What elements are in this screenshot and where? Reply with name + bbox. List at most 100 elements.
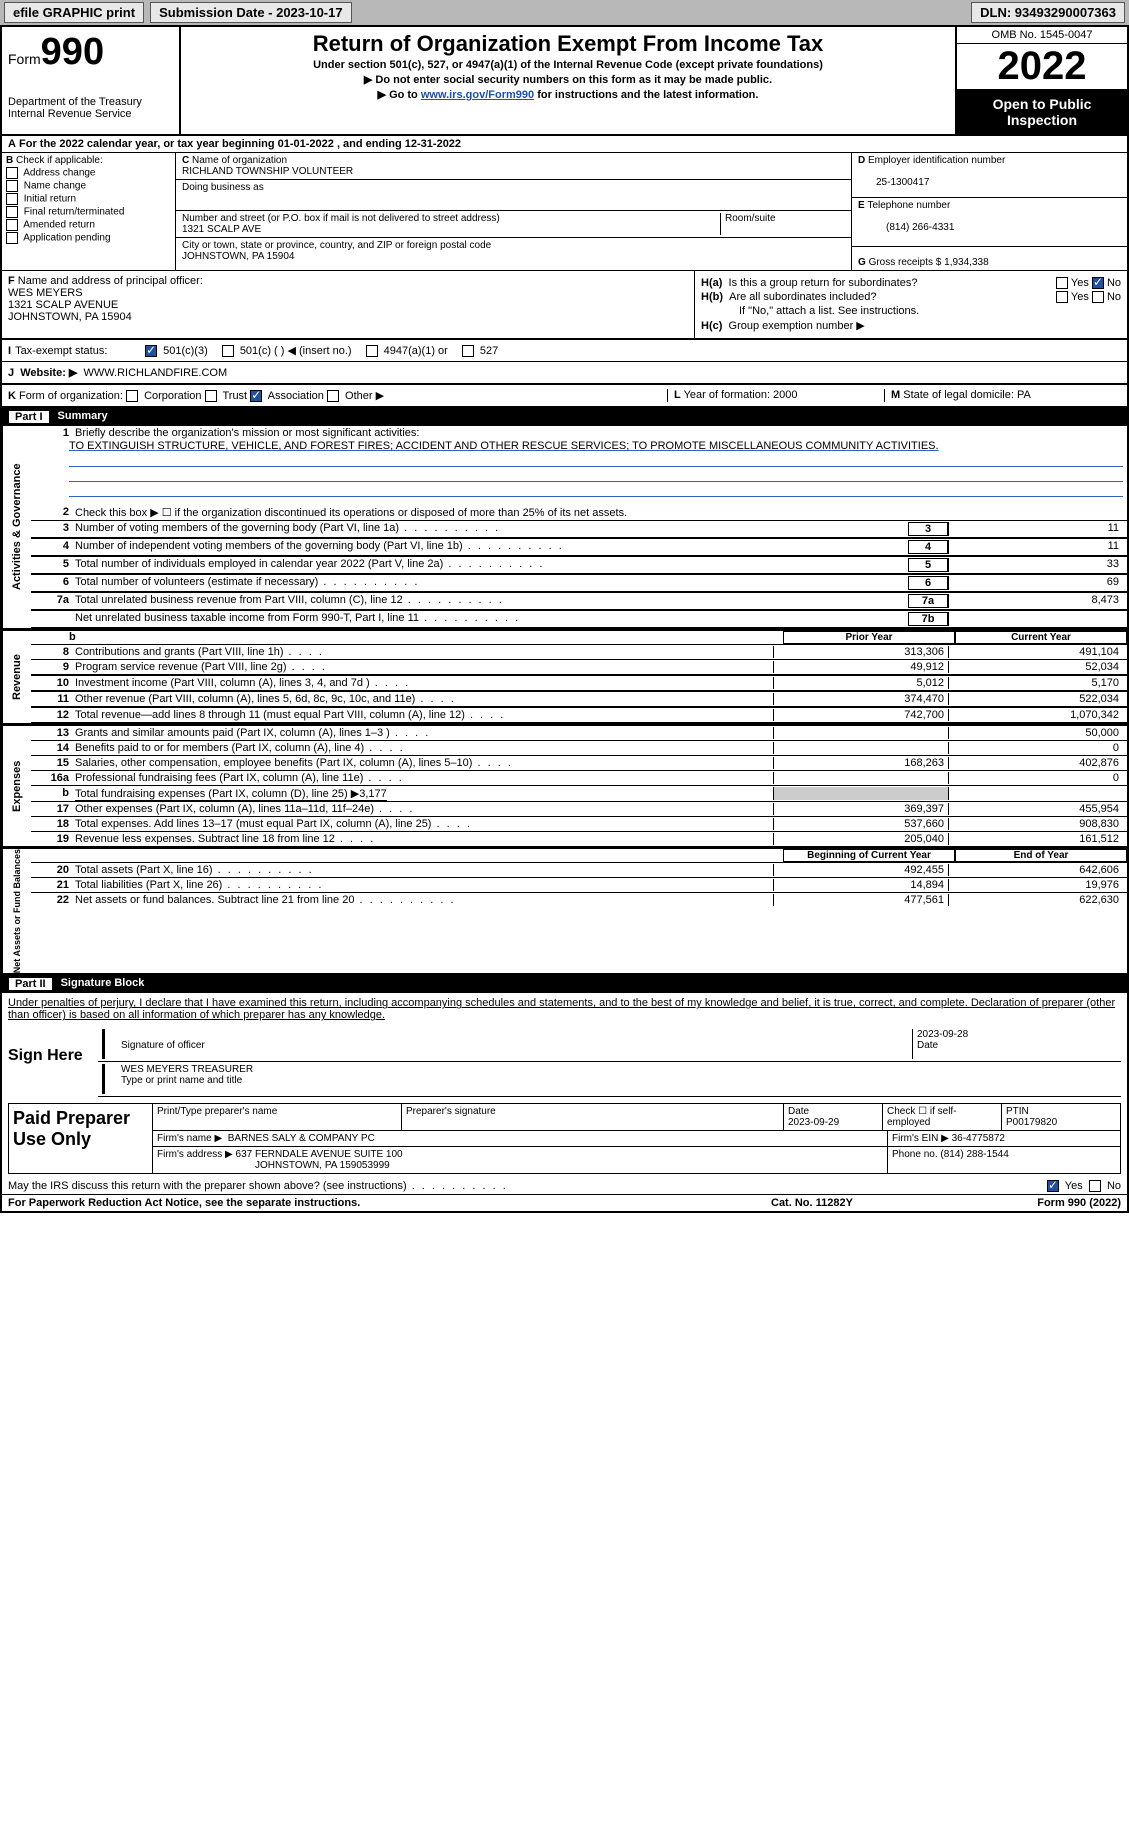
- check-b-item[interactable]: [6, 219, 18, 231]
- officer-addr2: JOHNSTOWN, PA 15904: [8, 311, 132, 323]
- block-b-checks: B Check if applicable: Address change Na…: [2, 153, 176, 270]
- hb-no-checkbox[interactable]: [1092, 291, 1104, 303]
- open-to-public: Open to Public Inspection: [957, 90, 1127, 134]
- city-label: City or town, state or province, country…: [182, 240, 491, 251]
- gov-line: Number of voting members of the governin…: [75, 522, 908, 536]
- line-num-box: 3: [908, 522, 948, 536]
- exp-curr: 455,954: [949, 803, 1123, 815]
- officer-addr1: 1321 SCALP AVENUE: [8, 299, 118, 311]
- 501c3-checkbox[interactable]: [145, 345, 157, 357]
- declaration: Under penalties of perjury, I declare th…: [8, 997, 1121, 1021]
- firm-phone: Phone no. (814) 288-1544: [888, 1147, 1120, 1173]
- irs-link[interactable]: www.irs.gov/Form990: [421, 89, 534, 101]
- subtitle-3: Go to www.irs.gov/Form990 for instructio…: [187, 88, 949, 101]
- gross-value: 1,934,338: [944, 257, 989, 268]
- website-label: Website: ▶: [20, 367, 77, 379]
- street-address: 1321 SCALP AVE: [182, 224, 261, 235]
- trust-checkbox[interactable]: [205, 390, 217, 402]
- exp-prior: 205,040: [773, 833, 949, 845]
- exp-prior: [773, 742, 949, 754]
- ha-yes-checkbox[interactable]: [1056, 277, 1068, 289]
- rev-prior: 49,912: [773, 661, 949, 673]
- paperwork-notice: For Paperwork Reduction Act Notice, see …: [8, 1197, 771, 1209]
- self-employed-check[interactable]: Check ☐ if self-employed: [883, 1104, 1002, 1130]
- gov-value: [948, 612, 1123, 626]
- form-title: Return of Organization Exempt From Incom…: [187, 31, 949, 57]
- part-2-header: Part IISignature Block: [2, 975, 1127, 993]
- other-checkbox[interactable]: [327, 390, 339, 402]
- part-1-header: Part ISummary: [2, 408, 1127, 426]
- form-990: Form990 Department of the Treasury Inter…: [0, 25, 1129, 1213]
- typed-name: WES MEYERS TREASURER: [121, 1064, 253, 1075]
- room-label: Room/suite: [725, 213, 776, 224]
- 501c-checkbox[interactable]: [222, 345, 234, 357]
- line-num-box: 7b: [908, 612, 948, 626]
- net-end: 642,606: [949, 864, 1123, 876]
- assoc-checkbox[interactable]: [250, 390, 262, 402]
- gov-tab: Activities & Governance: [2, 426, 31, 628]
- dba-label: Doing business as: [182, 182, 264, 193]
- firm-addr1: 637 FERNDALE AVENUE SUITE 100: [236, 1149, 403, 1160]
- net-end: 19,976: [949, 879, 1123, 891]
- check-b-item[interactable]: [6, 206, 18, 218]
- net-end: 622,630: [949, 894, 1123, 906]
- gross-label: Gross receipts $: [869, 257, 942, 268]
- 527-checkbox[interactable]: [462, 345, 474, 357]
- line-num-box: 7a: [908, 594, 948, 608]
- check-b-item[interactable]: [6, 232, 18, 244]
- rev-curr: 52,034: [949, 661, 1123, 673]
- rev-line: Other revenue (Part VIII, column (A), li…: [75, 693, 773, 705]
- net-line: Total assets (Part X, line 16): [75, 864, 773, 876]
- net-beg: 14,894: [773, 879, 949, 891]
- rev-curr: 491,104: [949, 646, 1123, 658]
- discuss-no-checkbox[interactable]: [1089, 1180, 1101, 1192]
- phone-value: (814) 266-4331: [858, 222, 954, 233]
- gov-line: Total number of volunteers (estimate if …: [75, 576, 908, 590]
- prep-sig-label: Preparer's signature: [402, 1104, 784, 1130]
- rev-prior: 374,470: [773, 693, 949, 705]
- irs-label: Internal Revenue Service: [8, 108, 173, 120]
- firm-addr2: JOHNSTOWN, PA 159053999: [157, 1160, 390, 1171]
- hc-text: Group exemption number ▶: [729, 320, 865, 332]
- check-b-item[interactable]: [6, 167, 18, 179]
- gov-value: 33: [948, 558, 1123, 572]
- firm-ein: Firm's EIN ▶ 36-4775872: [888, 1131, 1120, 1146]
- hb-yes-checkbox[interactable]: [1056, 291, 1068, 303]
- exp-line: Professional fundraising fees (Part IX, …: [75, 772, 773, 784]
- period-line-a: A For the 2022 calendar year, or tax yea…: [2, 136, 1127, 153]
- line-num-box: 4: [908, 540, 948, 554]
- net-line: Net assets or fund balances. Subtract li…: [75, 894, 773, 906]
- current-year-header: Current Year: [955, 631, 1127, 644]
- top-toolbar: efile GRAPHIC print Submission Date - 20…: [0, 0, 1129, 25]
- exp-curr: [949, 787, 1123, 800]
- rev-tab: Revenue: [2, 631, 31, 723]
- exp-prior: 369,397: [773, 803, 949, 815]
- state-domicile: State of legal domicile: PA: [903, 389, 1031, 401]
- discuss-yes-checkbox[interactable]: [1047, 1180, 1059, 1192]
- dln-label: DLN: 93493290007363: [971, 2, 1125, 23]
- tax-year: 2022: [957, 44, 1127, 90]
- net-beg: 492,455: [773, 864, 949, 876]
- gov-line: Total number of individuals employed in …: [75, 558, 908, 572]
- ptin: P00179820: [1006, 1117, 1057, 1128]
- exp-tab: Expenses: [2, 726, 31, 846]
- ha-text: Is this a group return for subordinates?: [729, 277, 918, 289]
- exp-curr: 402,876: [949, 757, 1123, 769]
- phone-label: Telephone number: [867, 200, 950, 211]
- addr-label: Number and street (or P.O. box if mail i…: [182, 213, 500, 224]
- exp-prior: 537,660: [773, 818, 949, 830]
- exp-prior: [773, 787, 949, 800]
- rev-line: Program service revenue (Part VIII, line…: [75, 661, 773, 673]
- check-b-item[interactable]: [6, 180, 18, 192]
- exp-curr: 50,000: [949, 727, 1123, 739]
- check-b-item[interactable]: [6, 193, 18, 205]
- ha-no-checkbox[interactable]: [1092, 277, 1104, 289]
- omb-number: OMB No. 1545-0047: [957, 27, 1127, 44]
- 4947-checkbox[interactable]: [366, 345, 378, 357]
- dept-treasury: Department of the Treasury: [8, 96, 173, 108]
- corp-checkbox[interactable]: [126, 390, 138, 402]
- discuss-question: May the IRS discuss this return with the…: [8, 1180, 1047, 1192]
- year-formation: Year of formation: 2000: [684, 389, 798, 401]
- gov-value: 8,473: [948, 594, 1123, 608]
- efile-print-button[interactable]: efile GRAPHIC print: [4, 2, 144, 23]
